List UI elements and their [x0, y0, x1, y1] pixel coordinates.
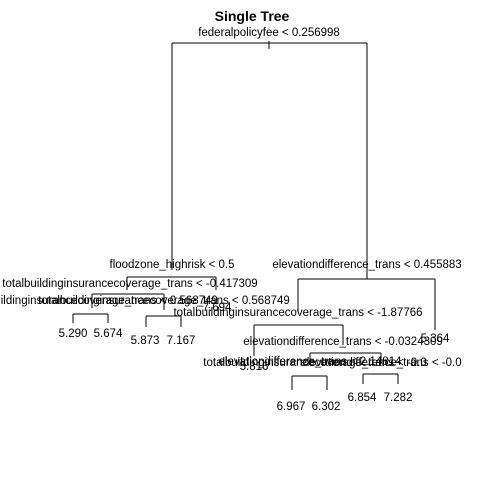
- leaf-value: 7.694: [203, 302, 232, 314]
- split-tbic4-label: totalbuildinginsurancecoverage_trans < -…: [203, 357, 426, 369]
- tree-title: Single Tree: [215, 8, 290, 24]
- split-tbic1-label: totalbuildinginsurancecoverage_trans < -…: [2, 278, 257, 290]
- split-tbic2-label: totalbuildinginsurancecoverage_trans < 0…: [0, 295, 218, 307]
- leaf-value: 6.967: [277, 401, 306, 413]
- split-elev2-label: elevationdifference_trans < -0.0324309: [243, 336, 443, 348]
- split-floodzone-label: floodzone_highrisk < 0.5: [110, 259, 235, 271]
- leaf-value: 5.816: [240, 361, 269, 373]
- leaf-value: 7.282: [384, 392, 413, 404]
- leaf-value: 6.854: [348, 392, 377, 404]
- split-tbic2-overlap-label: totalbuildinginsurancecoverage_trans < 0…: [38, 295, 290, 307]
- leaf-value: 5.873: [131, 335, 160, 347]
- split-elev1-label: elevationdifference_trans < 0.455883: [272, 259, 461, 271]
- leaf-value: 5.290: [59, 328, 88, 340]
- leaf-value: 7.167: [167, 335, 196, 347]
- leaf-value: 6.302: [312, 401, 341, 413]
- split-elev4-label: elevationdifference_trans < -0.0: [300, 357, 461, 369]
- split-root-label: federalpolicyfee < 0.256998: [198, 27, 340, 39]
- leaf-value: 5.674: [94, 328, 123, 340]
- split-elev3-label: elevationdifference_trans < 2.14814: [219, 356, 403, 368]
- leaf-value: 5.364: [421, 333, 450, 345]
- split-tbic3-label: totalbuildinginsurancecoverage_trans < -…: [173, 307, 422, 319]
